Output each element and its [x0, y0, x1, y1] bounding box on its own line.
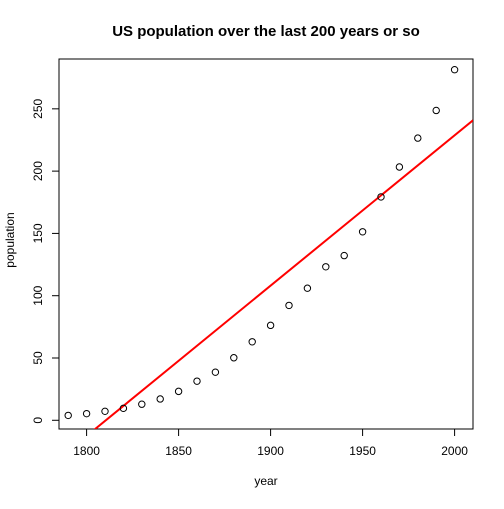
data-point [358, 228, 367, 236]
data-point [119, 404, 128, 413]
data-point [340, 251, 348, 260]
plot-frame [58, 58, 474, 430]
data-point [322, 263, 330, 271]
data-point [303, 284, 312, 292]
x-tick-label: 1850 [165, 444, 192, 458]
y-tick-label: 250 [31, 98, 45, 118]
data-point [82, 409, 91, 418]
data-point [138, 400, 146, 408]
data-point [248, 338, 256, 346]
data-point [432, 106, 440, 115]
data-point [156, 395, 164, 403]
data-point [211, 368, 220, 376]
y-tick-label: 150 [31, 223, 45, 243]
y-tick-label: 50 [31, 351, 45, 365]
x-tick-label: 1900 [257, 444, 284, 458]
chart-title: US population over the last 200 years or… [112, 23, 420, 40]
data-point [285, 301, 293, 310]
data-point [450, 66, 459, 74]
data-point [193, 377, 201, 385]
data-point [230, 354, 238, 362]
y-axis-label: population [3, 212, 17, 267]
y-tick-label: 0 [31, 417, 45, 424]
x-tick-label: 1800 [73, 444, 100, 458]
data-point [64, 411, 72, 420]
x-axis-label: year [254, 474, 277, 488]
data-point [266, 321, 275, 330]
fit-line [93, 119, 473, 429]
data-point [395, 163, 404, 171]
data-point [377, 193, 385, 201]
x-tick-label: 1950 [349, 444, 376, 458]
y-tick-label: 100 [31, 285, 45, 305]
data-point [414, 134, 422, 142]
data-point [174, 387, 183, 396]
y-tick-label: 200 [31, 161, 45, 181]
data-point [101, 407, 109, 416]
x-tick-label: 2000 [441, 444, 468, 458]
plot-area: 1800 1850 1900 1950 2000 0 50 100 150 200 250 [31, 58, 474, 458]
